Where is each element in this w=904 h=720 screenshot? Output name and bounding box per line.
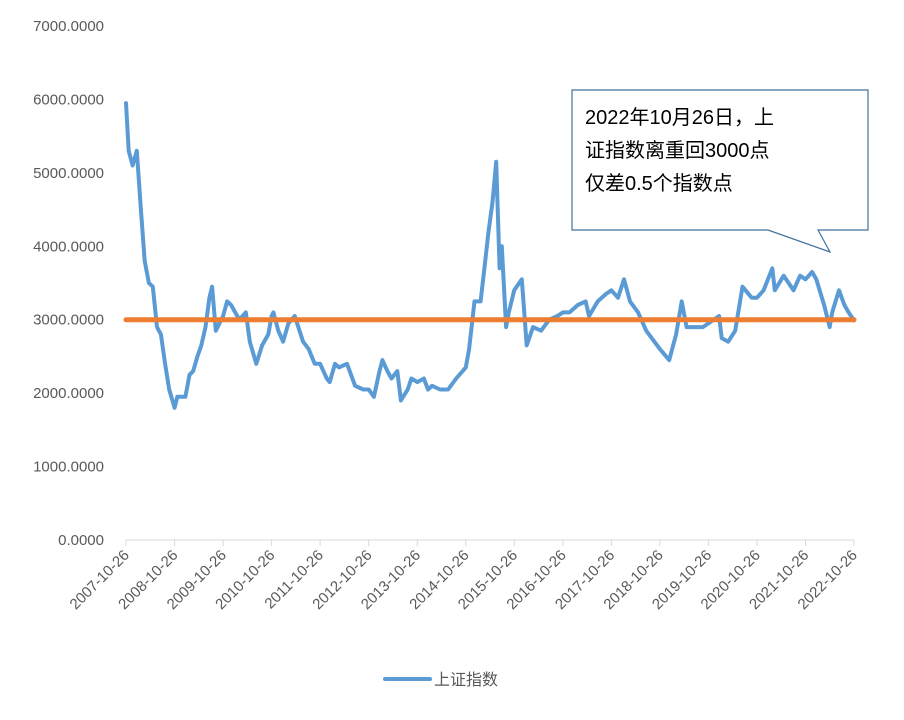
y-tick-label: 1000.0000 bbox=[33, 459, 104, 476]
callout-text: 2022年10月26日，上证指数离重回3000点仅差0.5个指数点 bbox=[585, 106, 774, 195]
callout-box bbox=[571, 89, 869, 254]
y-tick-label: 6000.0000 bbox=[33, 91, 104, 108]
y-tick-label: 0.0000 bbox=[58, 532, 104, 549]
callout-text-line: 证指数离重回3000点 bbox=[585, 139, 770, 162]
legend-label-shanghai-index: 上证指数 bbox=[434, 671, 498, 689]
y-tick-label: 4000.0000 bbox=[33, 238, 104, 255]
legend: 上证指数 bbox=[383, 671, 498, 689]
y-tick-label: 5000.0000 bbox=[33, 165, 104, 182]
callout-text-line: 仅差0.5个指数点 bbox=[585, 172, 733, 195]
y-tick-label: 2000.0000 bbox=[33, 385, 104, 402]
series-layer bbox=[123, 101, 857, 410]
y-tick-label: 3000.0000 bbox=[33, 312, 104, 329]
y-tick-label: 7000.0000 bbox=[33, 18, 104, 35]
annotation-callout: 2022年10月26日，上证指数离重回3000点仅差0.5个指数点 bbox=[571, 89, 869, 254]
callout-text-line: 2022年10月26日，上 bbox=[585, 106, 774, 129]
